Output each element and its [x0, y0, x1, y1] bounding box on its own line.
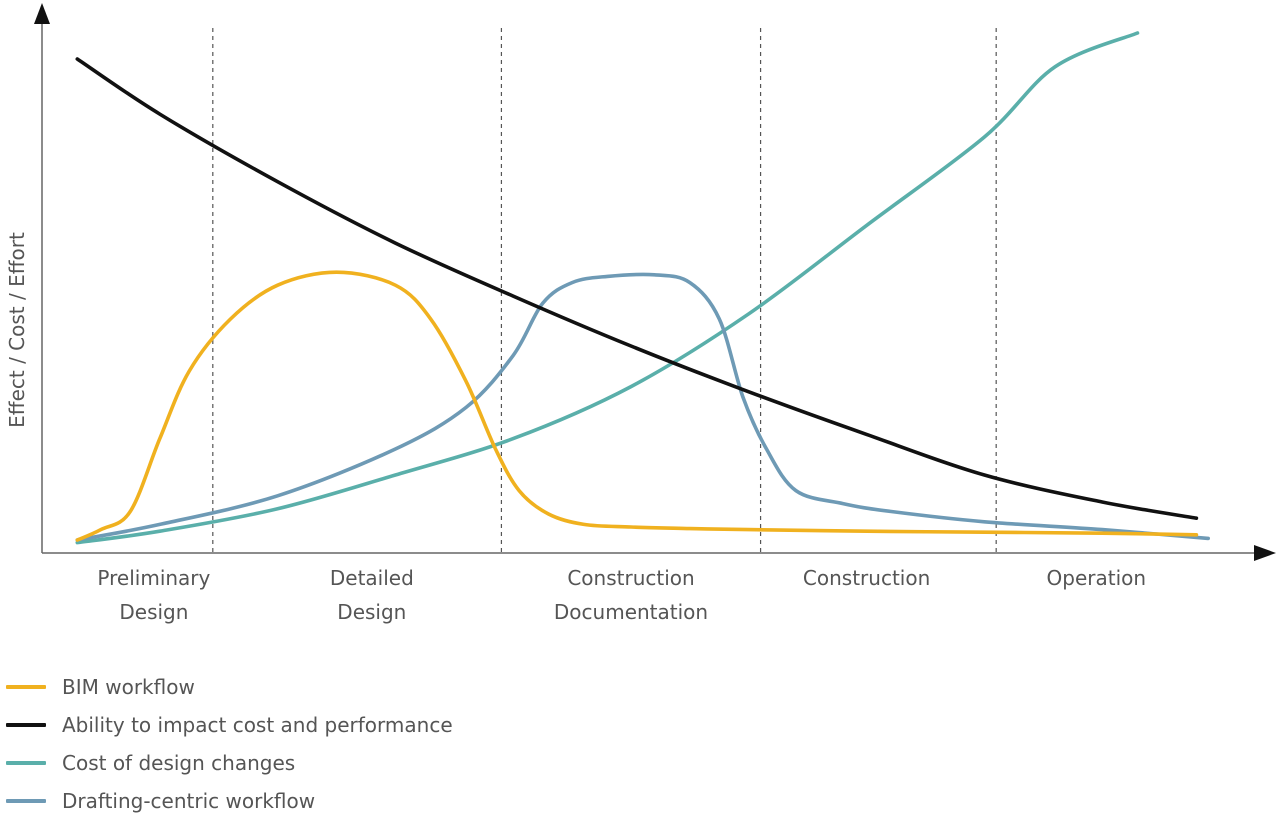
legend-label: Cost of design changes — [62, 751, 296, 775]
legend-swatch — [6, 685, 46, 689]
x-axis-arrow-icon — [1254, 545, 1276, 561]
x-tick-label-2: Detailed Design — [330, 566, 414, 624]
legend-swatch — [6, 723, 46, 727]
phase-dividers — [212, 28, 997, 553]
legend-item-bim-workflow: BIM workflow — [6, 668, 526, 706]
x-tick-label-5: Operation — [1047, 566, 1147, 590]
legend-item-cost-of-design-changes: Cost of design changes — [6, 744, 526, 782]
y-axis-label: Effect / Cost / Effort — [5, 232, 29, 428]
legend-label: Ability to impact cost and performance — [62, 713, 453, 737]
x-tick-label-1: Preliminary Design — [97, 566, 210, 624]
axes — [34, 3, 1276, 561]
legend-item-drafting-centric-workflow: Drafting-centric workflow — [6, 782, 526, 820]
legend-swatch — [6, 761, 46, 765]
legend-item-ability-to-impact-cost-and-performance: Ability to impact cost and performance — [6, 706, 526, 744]
series-line-cost-of-design-changes — [75, 31, 1140, 545]
legend-swatch — [6, 799, 46, 803]
x-tick-label-4: Construction — [803, 566, 930, 590]
series-line-bim-workflow — [75, 270, 1199, 542]
series-line-drafting-centric-workflow — [75, 272, 1210, 542]
chart-canvas: Preliminary Design Detailed Design Construct… — [5, 3, 1276, 624]
x-tick-label-3: Construction Documentation — [554, 566, 708, 624]
series-lines — [75, 31, 1210, 545]
legend-label: BIM workflow — [62, 675, 195, 699]
legend: BIM workflow Ability to impact cost and p… — [6, 668, 526, 820]
y-axis-arrow-icon — [34, 3, 50, 24]
legend-label: Drafting-centric workflow — [62, 789, 316, 813]
series-line-ability-to-impact-cost-and-performance — [75, 57, 1199, 520]
x-tick-labels: Preliminary Design Detailed Design Construct… — [97, 566, 1146, 624]
